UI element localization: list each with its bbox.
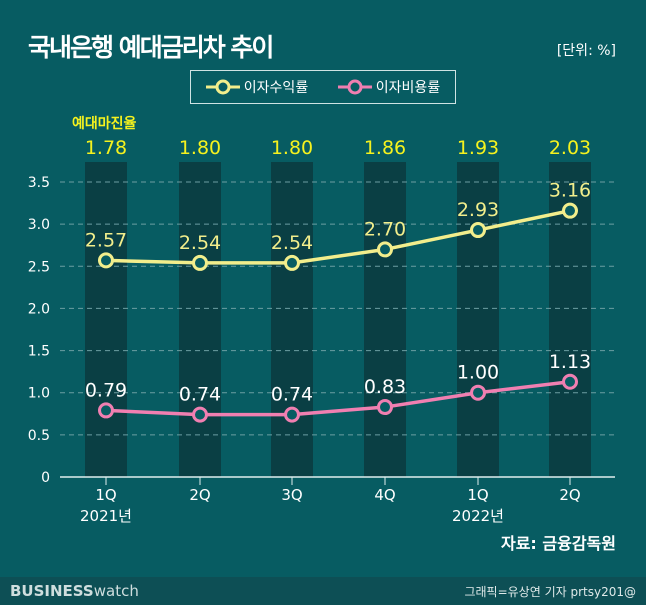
data-point xyxy=(562,202,578,219)
data-label: 2.70 xyxy=(364,218,406,240)
margin-bar xyxy=(457,162,499,477)
data-label: 3.16 xyxy=(549,180,591,202)
data-label: 2.57 xyxy=(85,229,127,251)
data-point xyxy=(284,254,300,271)
y-tick-label: 2.0 xyxy=(28,301,50,317)
legend-yellow-marker-icon xyxy=(205,79,240,95)
margin-value: 1.93 xyxy=(457,137,499,159)
data-point xyxy=(562,373,578,390)
unit-label: [단위: %] xyxy=(556,43,616,59)
margin-bar xyxy=(271,162,313,477)
y-tick-label: 2.5 xyxy=(28,259,50,275)
data-point xyxy=(192,254,208,271)
data-point xyxy=(470,222,486,239)
data-label: 1.13 xyxy=(549,351,591,373)
x-tick-label: 2Q xyxy=(559,486,580,504)
chart-title: 국내은행 예대금리차 추이 xyxy=(28,33,274,62)
data-label: 0.79 xyxy=(85,379,127,401)
data-point xyxy=(377,241,393,258)
data-point xyxy=(470,384,486,401)
series-line xyxy=(105,380,571,417)
x-year-label: 2022년 xyxy=(452,507,504,525)
margin-value: 1.80 xyxy=(179,137,221,159)
legend-pink-marker-icon xyxy=(337,79,372,95)
x-tick-label: 3Q xyxy=(281,486,302,504)
data-label: 0.83 xyxy=(364,376,406,398)
y-tick-label: 3.0 xyxy=(28,217,50,233)
data-point xyxy=(192,406,208,423)
x-tick-label: 1Q xyxy=(95,486,116,504)
data-point xyxy=(98,252,114,269)
data-label: 2.54 xyxy=(179,232,221,254)
data-label: 0.74 xyxy=(179,384,221,406)
margin-label: 예대마진율 xyxy=(72,116,137,132)
data-label: 2.54 xyxy=(271,232,313,254)
margin-value: 2.03 xyxy=(549,137,591,159)
legend-item-income: 이자수익률 xyxy=(205,77,309,97)
margin-bar xyxy=(179,162,221,477)
data-point xyxy=(98,402,114,419)
legend-label: 이자비용률 xyxy=(375,80,441,96)
series-line xyxy=(105,208,571,265)
footer: BUSINESSwatch 그래픽=유상연 기자 prtsy201@ xyxy=(0,577,646,605)
margin-value: 1.86 xyxy=(364,137,406,159)
credit: 그래픽=유상연 기자 prtsy201@ xyxy=(464,585,636,599)
margin-value: 1.80 xyxy=(271,137,313,159)
margin-bar xyxy=(364,162,406,477)
legend-label: 이자수익률 xyxy=(243,80,309,96)
data-label: 2.93 xyxy=(457,199,499,221)
y-tick-label: 1.5 xyxy=(28,344,50,360)
source-note: 자료: 금융감독원 xyxy=(500,534,616,553)
margin-value: 1.78 xyxy=(85,137,127,159)
y-tick-label: 1.0 xyxy=(28,386,50,402)
x-tick-label: 4Q xyxy=(374,486,395,504)
x-tick-label: 1Q xyxy=(467,486,488,504)
data-label: 0.74 xyxy=(271,384,313,406)
x-tick-label: 2Q xyxy=(189,486,210,504)
data-point xyxy=(377,399,393,416)
brand-logo: BUSINESSwatch xyxy=(10,582,139,600)
legend: 이자수익률 이자비용률 xyxy=(190,70,456,104)
margin-bar xyxy=(85,162,127,477)
x-year-label: 2021년 xyxy=(80,507,132,525)
data-label: 1.00 xyxy=(457,362,499,384)
data-point xyxy=(284,406,300,423)
y-tick-label: 0.5 xyxy=(28,428,50,444)
y-tick-label: 3.5 xyxy=(28,175,50,191)
legend-item-cost: 이자비용률 xyxy=(337,77,441,97)
y-tick-label: 0 xyxy=(41,470,50,486)
